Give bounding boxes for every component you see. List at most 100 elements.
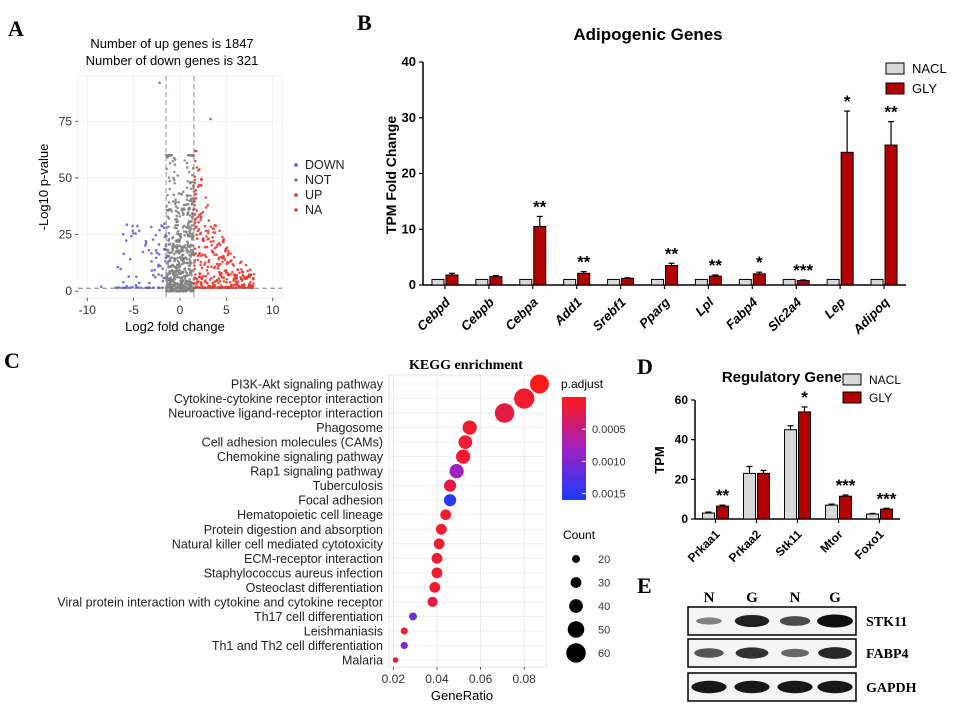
adipogenic-category-label: Cebpb [458, 294, 497, 333]
volcano-point-not [185, 280, 188, 283]
volcano-point-down [122, 232, 125, 236]
volcano-point-down [154, 233, 158, 237]
volcano-point-up [226, 286, 230, 290]
volcano-point-up [239, 276, 242, 279]
padj-tick-label: 0.0015 [592, 489, 626, 501]
volcano-point-not [178, 215, 182, 218]
adipogenic-legend-swatch [885, 62, 905, 75]
volcano-point-not [177, 192, 181, 195]
volcano-point-up [210, 244, 214, 247]
kegg-dot [443, 494, 457, 507]
volcano-point-not [191, 288, 194, 292]
volcano-point-not [169, 265, 172, 269]
volcano-point-up [242, 282, 246, 286]
volcano-point-not [173, 226, 176, 229]
volcano-point-up [199, 263, 202, 267]
volcano-point-down [125, 284, 128, 288]
volcano-point-not [174, 198, 177, 201]
kegg-x-axis: 0.02 0.04 0.06 0.08 [382, 667, 536, 686]
kegg-pathway-label: Cell adhesion molecules (CAMs) [202, 436, 383, 450]
volcano-point-up [198, 275, 201, 279]
adipogenic-significance: ** [533, 197, 547, 216]
volcano-point-not [182, 224, 186, 228]
volcano-point-up [199, 286, 203, 290]
kegg-dot [494, 403, 515, 423]
volcano-point-up [205, 245, 209, 249]
kegg-pathway-label: Viral protein interaction with cytokine … [57, 595, 383, 609]
regulatory-bar-gly [798, 411, 811, 520]
adipogenic-category-label: Lep [821, 294, 848, 321]
volcano-point-not [185, 161, 189, 165]
panel-letter-b: B [357, 10, 372, 35]
volcano-point-not [189, 289, 192, 293]
volcano-point-down [157, 273, 160, 276]
volcano-point-up [200, 177, 203, 181]
volcano-point-not [175, 214, 179, 218]
volcano-point-up [221, 286, 224, 290]
volcano-point-up [196, 215, 200, 219]
volcano-point-down [131, 229, 135, 233]
adipogenic-bar-nacl [694, 278, 708, 286]
volcano-point-not [180, 192, 184, 196]
volcano-point-not [189, 283, 192, 286]
volcano-point-not [180, 285, 184, 289]
volcano-point-not [188, 258, 191, 261]
volcano-point-up [251, 278, 255, 281]
volcano-point-not [168, 161, 172, 165]
volcano-point-down [127, 275, 130, 278]
volcano-point-up [194, 213, 197, 216]
volcano-point-not [168, 154, 172, 157]
blot-band [781, 648, 809, 658]
volcano-point-not [167, 238, 171, 241]
regulatory-bar-nacl [743, 472, 756, 520]
volcano-point-up [209, 225, 213, 228]
adipogenic-bar-gly [665, 264, 678, 286]
volcano-point-not [172, 193, 176, 197]
western-blot-panel: E N G N G STK11 FABP4 GAPDH [637, 573, 917, 702]
volcano-point-not [189, 255, 192, 258]
volcano-point-not [179, 289, 183, 292]
volcano-point-up [206, 231, 210, 235]
volcano-point-not [173, 282, 177, 285]
volcano-point-not [173, 182, 176, 185]
volcano-point-up [229, 284, 233, 288]
volcano-point-down [163, 235, 167, 239]
count-legend-label: 30 [598, 578, 610, 590]
adipogenic-bar-nacl [607, 278, 621, 286]
adipogenic-bar-nacl [431, 278, 445, 286]
adipogenic-panel: B Adipogenic Genes TPM Fold Change 0 10 20… [357, 10, 947, 337]
regulatory-legend-label: NACL [869, 373, 901, 387]
kegg-dot [458, 435, 473, 449]
count-legend-title: Count [563, 528, 596, 542]
volcano-point-not [176, 289, 179, 293]
volcano-point-not [185, 247, 188, 250]
adipogenic-category-label: Add1 [551, 295, 585, 329]
adipogenic-category-label: Lpl [692, 294, 717, 319]
volcano-point-up [192, 282, 196, 285]
regulatory-bars: 0 20 40 60 ** Prkaa1 Prkaa2 * Stk11 *** Mtor *** Fox… [675, 388, 900, 565]
blot-lane-label: N [790, 590, 801, 606]
volcano-point-not [182, 213, 185, 217]
volcano-point-up [199, 280, 203, 284]
adipogenic-bar-gly [796, 280, 810, 286]
adipogenic-category-label: Cebpd [414, 294, 454, 334]
volcano-point-down [163, 222, 166, 225]
volcano-point-not [176, 174, 179, 177]
volcano-point-up [212, 266, 216, 270]
volcano-point-not [171, 269, 174, 272]
volcano-point-up [204, 255, 208, 259]
volcano-point-up [193, 193, 196, 197]
volcano-point-not [180, 280, 184, 283]
volcano-points [99, 81, 256, 293]
volcano-point-up [192, 224, 196, 227]
volcano-point-not [191, 232, 195, 235]
count-legend-label: 60 [598, 648, 610, 660]
kegg-dot [449, 464, 464, 479]
kegg-pathway-label: Neuroactive ligand-receptor interaction [168, 407, 383, 421]
volcano-point-not [180, 258, 183, 262]
regulatory-category-label: Stk11 [773, 527, 805, 559]
volcano-point-down [152, 273, 155, 277]
volcano-point-not [176, 275, 179, 279]
regulatory-bar-gly [757, 472, 770, 520]
adipogenic-title: Adipogenic Genes [573, 25, 722, 44]
